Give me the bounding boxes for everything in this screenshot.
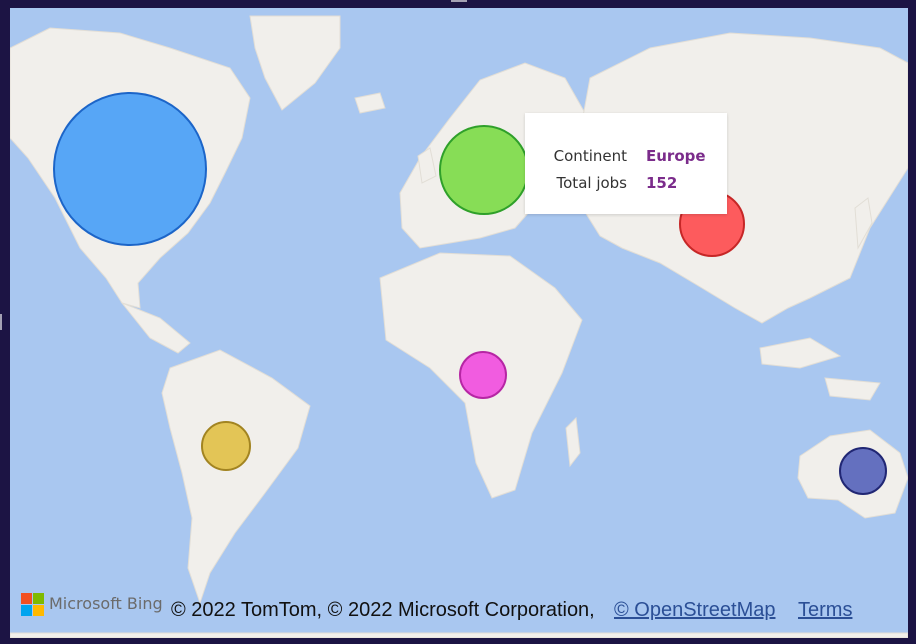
bubble-africa[interactable]	[459, 351, 507, 399]
bubble-oceania[interactable]	[839, 447, 887, 495]
tooltip-key-continent: Continent	[553, 147, 627, 165]
terms-link[interactable]: Terms	[798, 599, 853, 621]
bing-brand-label: Microsoft Bing	[49, 594, 163, 613]
copyright-text: © 2022 TomTom, © 2022 Microsoft Corporat…	[171, 599, 595, 621]
tooltip-key-total-jobs: Total jobs	[556, 174, 627, 192]
bubble-europe[interactable]	[439, 125, 529, 215]
map-canvas[interactable]: Continent Europe Total jobs 152 Microsof…	[10, 8, 908, 638]
tooltip-value-total-jobs: 152	[646, 174, 678, 192]
tooltip-row-continent: Continent Europe	[525, 147, 727, 169]
bubble-north-america[interactable]	[53, 92, 207, 246]
tooltip-value-continent: Europe	[646, 147, 706, 165]
world-landmass	[10, 15, 908, 638]
tooltip-row-total-jobs: Total jobs 152	[525, 174, 727, 196]
openstreetmap-link[interactable]: © OpenStreetMap	[614, 599, 776, 621]
top-resize-handle[interactable]	[451, 0, 467, 2]
bubble-south-america[interactable]	[201, 421, 251, 471]
data-tooltip: Continent Europe Total jobs 152	[525, 113, 727, 214]
left-resize-handle[interactable]	[0, 314, 2, 330]
microsoft-logo-icon	[21, 593, 45, 617]
